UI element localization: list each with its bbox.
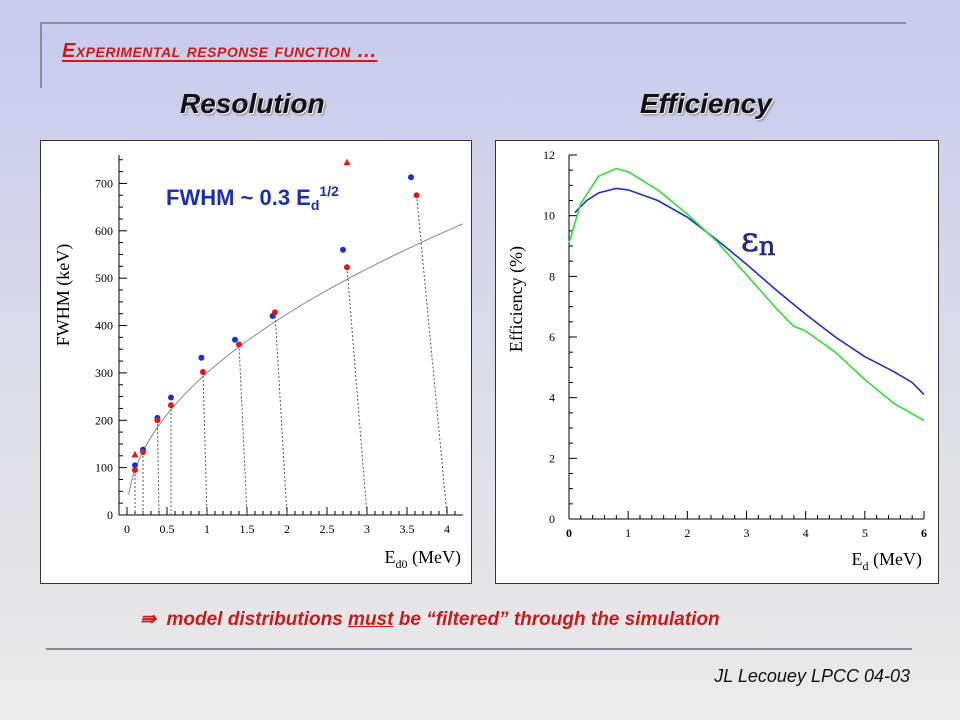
footer-divider (46, 648, 912, 650)
fit-curve (128, 223, 464, 496)
data-point-blue (408, 174, 414, 181)
y-tick-label: 0 (549, 512, 555, 526)
efficiency-line-blue (574, 187, 925, 396)
y-tick-label: 10 (543, 209, 555, 223)
y-tick-label: 100 (95, 461, 113, 475)
resolution-chart: 0 100 200 300 400 500 600 700 0 0.5 1 1.5 2 2.5 3 3.5 4 F… (53, 155, 464, 571)
data-point-red (272, 309, 278, 316)
x-tick-label: 1 (204, 522, 210, 536)
dotted-link (346, 267, 368, 516)
data-point-red (140, 449, 146, 455)
x-tick-label: 0 (124, 522, 130, 536)
y-tick-label: 300 (95, 366, 113, 380)
slide-title: Experimental response function … (62, 40, 378, 62)
x-tick-label: 3 (744, 526, 750, 540)
resolution-heading: Resolution (180, 88, 325, 119)
data-point-triangle (131, 450, 139, 458)
dotted-link (202, 371, 208, 516)
x-tick-label: 3.5 (400, 522, 415, 536)
y-tick-label: 200 (95, 413, 113, 427)
y-tick-label: 4 (549, 391, 555, 405)
conclusion-quoted: “filtered” (426, 609, 509, 630)
data-point-red (154, 417, 161, 424)
data-point-red (168, 402, 174, 409)
x-axis-title: Ed (MeV) (852, 549, 922, 573)
y-axis-title: FWHM (keV) (53, 244, 74, 346)
fwhm-annotation: FWHM ~ 0.3 Ed1/2 (166, 183, 339, 213)
data-point-blue (340, 246, 346, 253)
x-tick-label: 0.5 (160, 522, 175, 536)
data-point-triangle (343, 158, 351, 166)
conclusion-text: ⇛ model distributions must be “filtered”… (140, 608, 720, 631)
frame-left-rule (40, 22, 42, 88)
y-tick-label: 700 (95, 176, 113, 190)
x-tick-label: 1.5 (240, 522, 255, 536)
data-point-red (413, 192, 420, 199)
data-point-blue (168, 394, 174, 401)
y-tick-label: 6 (549, 330, 555, 344)
footer-credit: JL Lecouey LPCC 04-03 (714, 666, 910, 686)
y-axis-title: Efficiency (%) (506, 246, 527, 352)
x-tick-label: 2 (284, 522, 290, 536)
conclusion-part2: be (398, 609, 421, 630)
conclusion-part1: model distributions (166, 609, 343, 630)
epsilon-n-annotation: εn (741, 220, 776, 262)
x-tick-label: 4 (803, 526, 809, 540)
x-tick-label: 2.5 (320, 522, 335, 536)
implies-arrow-icon: ⇛ (140, 609, 156, 630)
data-point-blue (132, 462, 138, 469)
data-point-red (344, 264, 350, 271)
y-tick-label: 500 (95, 271, 113, 285)
x-tick-label: 1 (625, 526, 631, 540)
x-tick-label: 2 (684, 526, 690, 540)
x-tick-label: 6 (921, 526, 927, 540)
efficiency-chart-panel: 0 2 4 6 8 10 12 0 1 2 3 4 5 6 Efficiency (%) Ed (MeV) εn (495, 140, 939, 584)
conclusion-must: must (348, 609, 394, 630)
y-tick-label: 0 (107, 508, 113, 522)
data-point-red (236, 341, 242, 348)
dotted-link (156, 420, 160, 516)
y-tick-label: 12 (543, 148, 555, 162)
x-tick-label: 5 (862, 526, 868, 540)
efficiency-heading: Efficiency (640, 88, 772, 119)
x-tick-label: 3 (364, 522, 370, 536)
data-point-blue (198, 354, 205, 361)
efficiency-line-green (568, 167, 925, 422)
y-tick-label: 400 (95, 319, 113, 333)
data-point-red (200, 368, 206, 375)
data-point-blue (232, 336, 238, 343)
y-tick-label: 600 (95, 224, 113, 238)
data-point-red (132, 467, 138, 473)
x-tick-label: 0 (566, 526, 572, 540)
y-tick-label: 8 (549, 269, 555, 283)
y-tick-label: 2 (549, 451, 555, 465)
resolution-chart-panel: 0 100 200 300 400 500 600 700 0 0.5 1 1.5 2 2.5 3 3.5 4 F… (40, 140, 472, 584)
frame-top-rule (40, 22, 906, 24)
dotted-link (238, 344, 248, 516)
conclusion-part3: through the simulation (513, 609, 720, 630)
x-tick-label: 4 (444, 522, 450, 536)
x-axis-title: Ed0 (MeV) (385, 547, 461, 571)
dotted-link (416, 195, 448, 516)
dotted-link (274, 312, 288, 516)
